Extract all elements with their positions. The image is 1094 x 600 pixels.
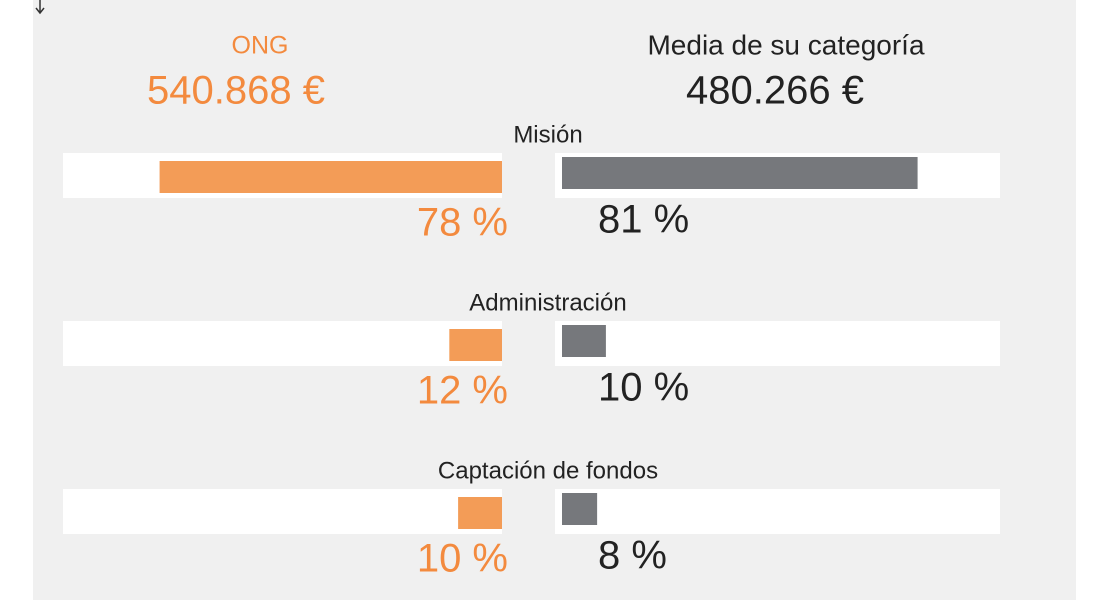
value-label: 12 % [417, 369, 508, 413]
track [555, 321, 1000, 366]
track [555, 489, 1000, 534]
bar [449, 329, 502, 361]
series-name: ONG [232, 32, 289, 60]
series-name: Media de su categoría [647, 29, 924, 60]
value-label: 8 % [598, 534, 667, 578]
category-label: Misión [513, 121, 582, 148]
value-label: 78 % [417, 201, 508, 245]
bar [562, 325, 606, 357]
bar [562, 493, 598, 525]
track [63, 321, 502, 366]
arrow-icon [35, 0, 45, 15]
bar [159, 161, 502, 193]
bar [562, 157, 918, 189]
track [63, 489, 502, 534]
value-label: 81 % [598, 198, 689, 242]
value-label: 10 % [417, 537, 508, 581]
category-label: Captación de fondos [438, 457, 658, 484]
series-total: 540.868 € [147, 69, 325, 113]
category-label: Administración [469, 289, 626, 316]
series-total: 480.266 € [686, 69, 864, 113]
value-label: 10 % [598, 366, 689, 410]
bar [458, 497, 502, 529]
